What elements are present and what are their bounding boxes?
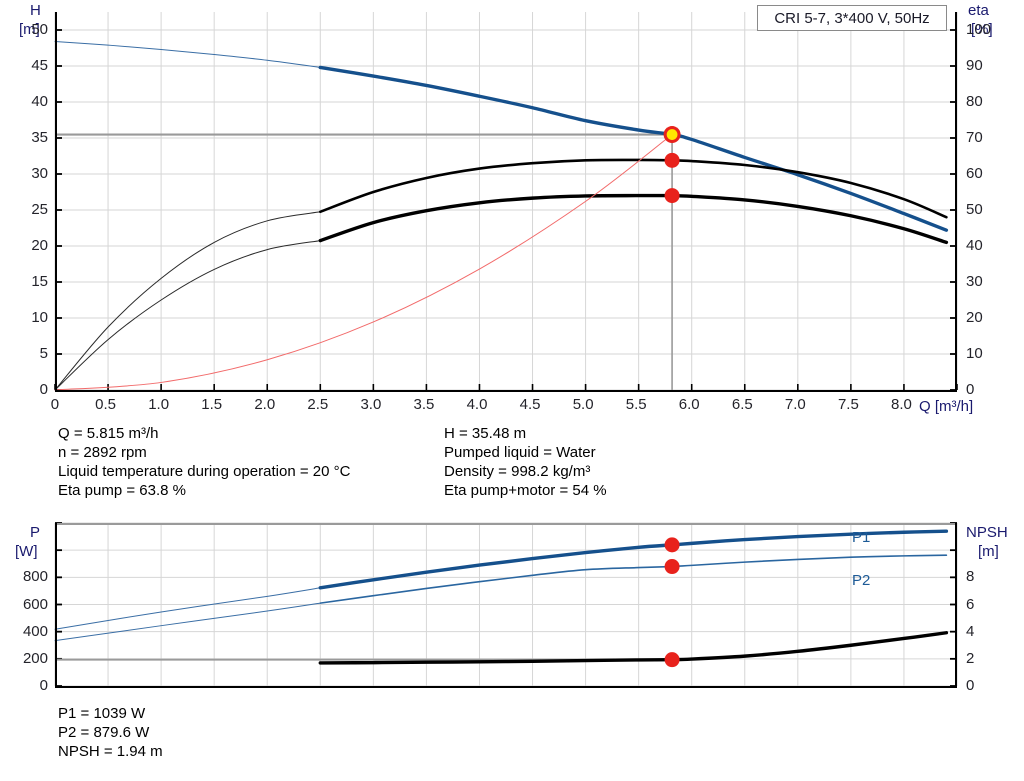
info-right-line-0: H = 35.48 m xyxy=(444,425,527,442)
top-eta-tick-1: 90 xyxy=(966,57,983,74)
p1-curve-label: P1 xyxy=(852,529,871,546)
top-q-tick-8: 4.0 xyxy=(466,396,488,413)
bot-plot-bottom-border xyxy=(55,686,957,688)
top-h-tick-5: 25 xyxy=(31,201,48,218)
top-h-tick-0: 50 xyxy=(31,21,48,38)
top-eta-tick-10: 0 xyxy=(966,381,975,398)
info-right-line-2: Density = 998.2 kg/m³ xyxy=(444,463,591,480)
top-y-right-axis-unit: [%] xyxy=(971,21,993,38)
chart-title-box: CRI 5-7, 3*400 V, 50Hz xyxy=(757,5,947,31)
top-eta-tick-0: 100 xyxy=(966,21,992,38)
operating-info-right-column: H = 35.48 m Pumped liquid = Water Density … xyxy=(444,424,607,500)
operating-info-left-column: Q = 5.815 m³/h n = 2892 rpm Liquid tempera… xyxy=(58,424,350,500)
info-bottom-line-1: P2 = 879.6 W xyxy=(58,724,150,741)
bot-y-right-axis-title: NPSH xyxy=(966,524,1008,541)
top-eta-tick-8: 20 xyxy=(966,309,983,326)
top-q-tick-0: 0 xyxy=(50,396,60,413)
top-eta-tick-7: 30 xyxy=(966,273,983,290)
top-q-tick-16: 8.0 xyxy=(891,396,912,413)
bot-p-tick-1: 600 xyxy=(22,595,48,613)
top-eta-tick-5: 50 xyxy=(966,201,983,218)
top-q-tick-3: 1.5 xyxy=(201,396,223,413)
bot-y-right-axis-unit: [m] xyxy=(978,543,999,560)
top-y-left-axis-unit: [m] xyxy=(19,21,40,38)
power-npsh-plot-svg xyxy=(54,522,958,687)
info-bottom-line-0: P1 = 1039 W xyxy=(58,705,146,722)
power-info-block: P1 = 1039 W P2 = 879.6 W NPSH = 1.94 m xyxy=(58,704,163,761)
bot-npsh-tick-3: 2 xyxy=(966,649,975,667)
top-q-tick-4: 2.0 xyxy=(254,396,276,413)
bot-y-left-axis-unit: [W] xyxy=(15,543,38,560)
top-q-tick-5: 2.5 xyxy=(307,396,329,413)
p2-curve-label: P2 xyxy=(852,572,871,589)
info-left-line-0: Q = 5.815 m³/h xyxy=(58,425,159,442)
bot-p-tick-3: 200 xyxy=(22,649,48,667)
bot-plot-left-border xyxy=(55,523,57,688)
top-q-tick-1: 0.5 xyxy=(95,396,117,413)
top-eta-tick-9: 10 xyxy=(966,345,983,362)
top-h-tick-10: 0 xyxy=(39,381,48,398)
top-h-tick-1: 45 xyxy=(31,57,48,74)
top-h-tick-8: 10 xyxy=(31,309,48,326)
bot-npsh-tick-1: 6 xyxy=(966,595,975,613)
info-left-line-1: n = 2892 rpm xyxy=(58,444,147,461)
top-q-tick-6: 3.0 xyxy=(360,396,382,413)
bot-npsh-tick-2: 4 xyxy=(966,622,975,640)
bot-p-tick-4: 0 xyxy=(39,677,48,694)
info-right-line-3: Eta pump+motor = 54 % xyxy=(444,482,607,499)
bot-p-tick-0: 800 xyxy=(22,568,48,586)
bot-p-tick-2: 400 xyxy=(22,622,48,640)
top-h-tick-9: 5 xyxy=(39,345,48,362)
top-q-tick-10: 5.0 xyxy=(572,396,594,413)
top-plot-bottom-border xyxy=(55,390,957,392)
top-y-right-axis-title: eta xyxy=(968,2,989,19)
top-q-tick-7: 3.5 xyxy=(413,396,435,413)
bot-y-left-axis-title: P xyxy=(30,524,41,541)
power-npsh-chart xyxy=(54,522,958,688)
top-q-tick-2: 1.0 xyxy=(148,396,170,413)
head-efficiency-plot-svg xyxy=(54,12,958,391)
info-left-line-2: Liquid temperature during operation = 20… xyxy=(58,463,351,480)
info-left-line-3: Eta pump = 63.8 % xyxy=(58,482,186,499)
bot-npsh-tick-0: 8 xyxy=(966,568,975,586)
top-q-tick-9: 4.5 xyxy=(519,396,541,413)
bot-plot-right-border xyxy=(955,523,957,688)
head-efficiency-chart xyxy=(54,12,958,392)
top-x-axis-title: Q [m³/h] xyxy=(919,398,974,415)
top-q-tick-12: 6.0 xyxy=(678,396,700,413)
top-y-left-axis-title: H xyxy=(30,2,41,19)
top-h-tick-7: 15 xyxy=(31,273,48,290)
top-h-tick-6: 20 xyxy=(31,237,48,254)
top-eta-tick-3: 70 xyxy=(966,129,983,146)
top-h-tick-4: 30 xyxy=(31,165,48,182)
top-q-tick-13: 6.5 xyxy=(731,396,753,413)
top-eta-tick-2: 80 xyxy=(966,93,983,110)
top-plot-left-border xyxy=(55,12,57,392)
info-bottom-line-2: NPSH = 1.94 m xyxy=(58,743,163,760)
top-q-tick-11: 5.5 xyxy=(625,396,647,413)
info-right-line-1: Pumped liquid = Water xyxy=(444,444,596,461)
top-plot-right-border xyxy=(955,12,957,392)
top-eta-tick-6: 40 xyxy=(966,237,983,254)
bot-npsh-tick-4: 0 xyxy=(966,677,975,694)
top-q-tick-14: 7.0 xyxy=(784,396,806,413)
top-q-tick-15: 7.5 xyxy=(837,396,859,413)
top-eta-tick-4: 60 xyxy=(966,165,983,182)
top-h-tick-3: 35 xyxy=(31,129,48,146)
chart-title: CRI 5-7, 3*400 V, 50Hz xyxy=(774,9,930,27)
top-h-tick-2: 40 xyxy=(31,93,48,110)
